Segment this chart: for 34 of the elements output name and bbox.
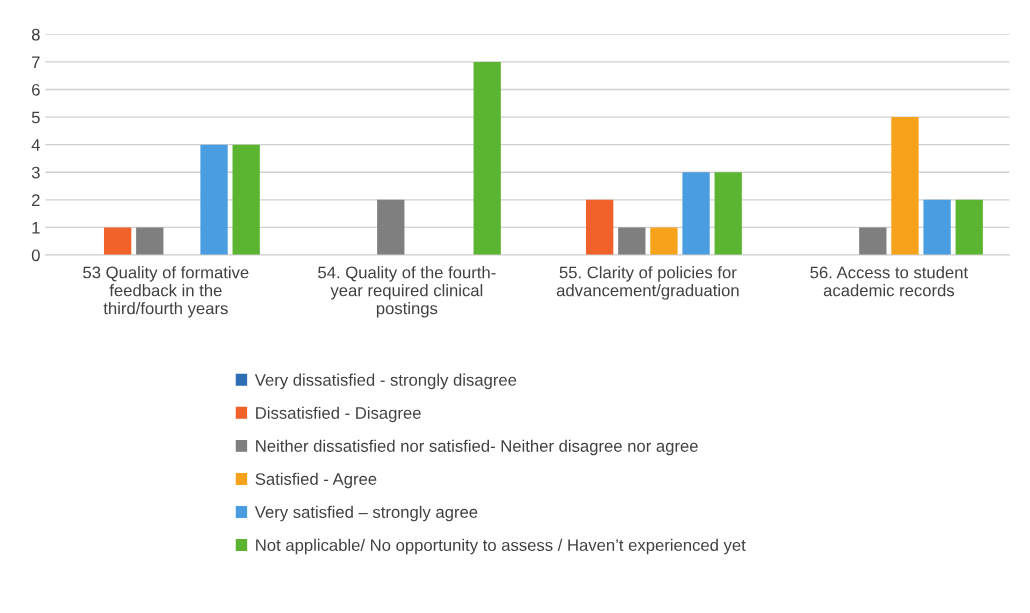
y-tick-label: 2 [32, 194, 40, 206]
legend-label: Neither dissatisfied nor satisfied- Neither disagree nor agree [256, 439, 698, 456]
legend-label: Not applicable/ No opportunity to assess / Haven’t experienced yet [256, 538, 746, 555]
y-tick-label: 7 [32, 56, 40, 68]
bar [955, 199, 983, 256]
bar [232, 144, 260, 256]
y-tick-label: 5 [31, 111, 40, 124]
bar [103, 227, 132, 256]
legend-label: Satisfied - Agree [255, 472, 377, 489]
legend-label: Very dissatisfied - strongly disagree [254, 373, 517, 390]
x-tick-label: 56. Access to student academic records [810, 266, 968, 297]
x-tick-label: 53 Quality of formative feedback in the third/fourth years [83, 266, 249, 318]
legend-label: Dissatisfied - Disagree [256, 406, 421, 423]
x-tick-label: 54. Quality of the fourth- year required clinical postings [318, 266, 496, 318]
y-tick-label: 8 [31, 28, 40, 41]
bar [891, 117, 919, 256]
bar [650, 227, 678, 256]
y-tick-label: 6 [32, 83, 40, 96]
bar [682, 172, 710, 256]
bar [923, 199, 951, 256]
legend-label: Very satisfied – strongly agree [254, 505, 478, 522]
bar [618, 227, 646, 256]
bar [859, 227, 887, 256]
bar [200, 144, 228, 256]
bar [473, 61, 501, 256]
x-tick-label: 55. Clarity of policies for advancement/graduation [556, 266, 739, 300]
bar [714, 172, 742, 256]
y-tick-label: 4 [31, 139, 40, 151]
y-tick-label: 1 [32, 222, 40, 234]
y-tick-label: 3 [31, 166, 40, 179]
bar [586, 199, 614, 256]
bar [377, 199, 405, 256]
bar [136, 227, 164, 256]
y-tick-label: 0 [31, 249, 40, 262]
